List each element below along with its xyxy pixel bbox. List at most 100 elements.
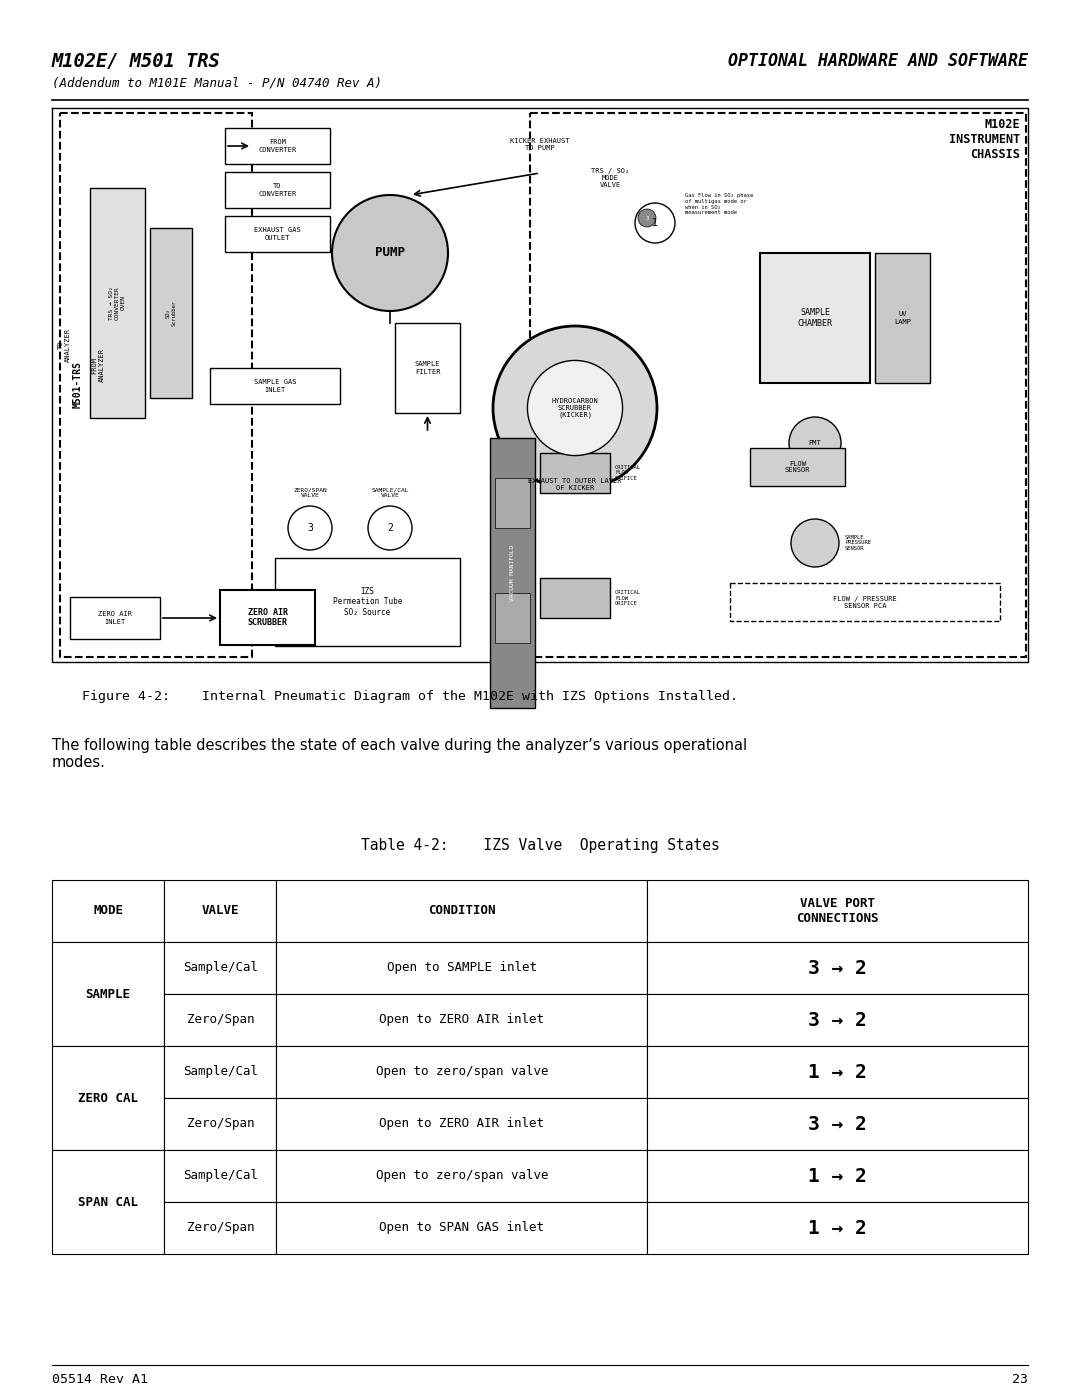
Bar [60, 113, 252, 657]
Text: SAMPLE: SAMPLE [85, 988, 131, 1000]
Text: PUMP: PUMP [375, 246, 405, 260]
Bar [540, 453, 610, 493]
Bar [540, 578, 610, 617]
Text: Zero/Span: Zero/Span [187, 1118, 254, 1130]
Circle shape [527, 360, 622, 455]
Bar [52, 108, 1028, 662]
Text: KICKER EXHAUST
TO PUMP: KICKER EXHAUST TO PUMP [510, 138, 570, 151]
Bar [276, 1150, 647, 1201]
Text: 05514 Rev A1: 05514 Rev A1 [52, 1373, 148, 1386]
Bar [164, 1098, 276, 1150]
Text: SPAN CAL: SPAN CAL [78, 1196, 138, 1208]
Text: Zero/Span: Zero/Span [187, 1013, 254, 1027]
Text: Open to ZERO AIR inlet: Open to ZERO AIR inlet [379, 1118, 544, 1130]
Text: SAMPLE
PRESSURE
SENSOR: SAMPLE PRESSURE SENSOR [845, 535, 870, 552]
Text: Sample/Cal: Sample/Cal [183, 1169, 258, 1182]
Text: TO
ANALYZER: TO ANALYZER [57, 328, 70, 362]
Text: Open to zero/span valve: Open to zero/span valve [376, 1066, 549, 1078]
Text: Open to SPAN GAS inlet: Open to SPAN GAS inlet [379, 1221, 544, 1235]
Text: PMT: PMT [809, 440, 822, 446]
Circle shape [635, 203, 675, 243]
Bar [276, 995, 647, 1046]
Text: SAMPLE
CHAMBER: SAMPLE CHAMBER [797, 309, 833, 328]
Text: ZERO AIR
SCRUBBER: ZERO AIR SCRUBBER [247, 608, 287, 627]
Bar [495, 478, 530, 528]
Bar [276, 942, 647, 995]
Text: Sample/Cal: Sample/Cal [183, 1066, 258, 1078]
Text: Open to SAMPLE inlet: Open to SAMPLE inlet [387, 961, 537, 975]
Text: M102E
INSTRUMENT
CHASSIS: M102E INSTRUMENT CHASSIS [948, 117, 1020, 161]
Text: SAMPLE
FILTER: SAMPLE FILTER [415, 362, 441, 374]
Text: VALVE: VALVE [202, 904, 239, 918]
Text: ZERO CAL: ZERO CAL [78, 1091, 138, 1105]
Text: 3 → 2: 3 → 2 [808, 1010, 867, 1030]
Bar [164, 1046, 276, 1098]
Text: FLOW / PRESSURE
SENSOR PCA: FLOW / PRESSURE SENSOR PCA [833, 595, 896, 609]
Bar [647, 942, 1028, 995]
Text: MODE: MODE [93, 904, 123, 918]
Circle shape [638, 210, 656, 226]
Text: 1: 1 [652, 218, 658, 228]
Bar [164, 942, 276, 995]
Text: 23: 23 [1012, 1373, 1028, 1386]
Text: Zero/Span: Zero/Span [187, 1221, 254, 1235]
Bar [760, 253, 870, 383]
Text: FLOW
SENSOR: FLOW SENSOR [785, 461, 810, 474]
Bar [647, 1098, 1028, 1150]
Text: SAMPLE/CAL
VALVE: SAMPLE/CAL VALVE [372, 488, 408, 497]
Text: 3 → 2: 3 → 2 [808, 958, 867, 978]
Bar [225, 172, 330, 208]
Text: (Addendum to M101E Manual - P/N 04740 Rev A): (Addendum to M101E Manual - P/N 04740 Re… [52, 75, 382, 89]
Bar [647, 880, 1028, 942]
Text: FROM
CONVERTER: FROM CONVERTER [258, 140, 297, 152]
Bar [225, 217, 330, 251]
Bar [495, 592, 530, 643]
Text: HYDROCARBON
SCRUBBER
(KICKER): HYDROCARBON SCRUBBER (KICKER) [552, 398, 598, 418]
Text: TRS / SO₂
MODE
VALVE: TRS / SO₂ MODE VALVE [591, 168, 630, 189]
Text: ZERO/SPAN
VALVE: ZERO/SPAN VALVE [293, 488, 327, 497]
Bar [647, 1150, 1028, 1201]
Circle shape [492, 326, 657, 490]
Bar [530, 113, 1026, 657]
Text: TO
CONVERTER: TO CONVERTER [258, 183, 297, 197]
Bar [276, 880, 647, 942]
Text: Open to ZERO AIR inlet: Open to ZERO AIR inlet [379, 1013, 544, 1027]
Bar [730, 583, 1000, 622]
Text: 3 → 2: 3 → 2 [808, 1115, 867, 1133]
Text: 1 → 2: 1 → 2 [808, 1063, 867, 1081]
Text: Open to zero/span valve: Open to zero/span valve [376, 1169, 549, 1182]
Circle shape [791, 520, 839, 567]
Bar [647, 1046, 1028, 1098]
Bar [220, 590, 315, 645]
Text: CRITICAL
FLOW
ORIFICE: CRITICAL FLOW ORIFICE [615, 590, 642, 606]
Text: 3: 3 [307, 522, 313, 534]
Bar [275, 557, 460, 645]
Bar [647, 995, 1028, 1046]
Bar [875, 253, 930, 383]
Text: UV
LAMP: UV LAMP [894, 312, 912, 324]
Text: SAMPLE GAS
INLET: SAMPLE GAS INLET [254, 380, 296, 393]
Text: 2: 2 [387, 522, 393, 534]
Text: M501-TRS: M501-TRS [73, 362, 83, 408]
Bar [210, 367, 340, 404]
Circle shape [368, 506, 411, 550]
Circle shape [288, 506, 332, 550]
Bar [52, 942, 164, 1046]
Bar [164, 1150, 276, 1201]
Bar [164, 1201, 276, 1255]
Bar [164, 880, 276, 942]
Bar [164, 995, 276, 1046]
Text: IZS
Permeation Tube
SO₂ Source: IZS Permeation Tube SO₂ Source [333, 587, 402, 617]
Bar [490, 439, 535, 708]
Text: M102E/ M501 TRS: M102E/ M501 TRS [52, 52, 220, 71]
Text: SO₂
Scrubber: SO₂ Scrubber [165, 300, 176, 326]
Text: CRITICAL
FLOW
ORIFICE: CRITICAL FLOW ORIFICE [615, 465, 642, 482]
Bar [647, 1201, 1028, 1255]
Text: The following table describes the state of each valve during the analyzer’s vari: The following table describes the state … [52, 738, 747, 770]
Bar [70, 597, 160, 638]
Bar [276, 1201, 647, 1255]
Bar [90, 189, 145, 418]
Bar [276, 1098, 647, 1150]
Text: EXHAUST TO OUTER LAYER
OF KICKER: EXHAUST TO OUTER LAYER OF KICKER [528, 478, 622, 490]
Bar [52, 1150, 164, 1255]
